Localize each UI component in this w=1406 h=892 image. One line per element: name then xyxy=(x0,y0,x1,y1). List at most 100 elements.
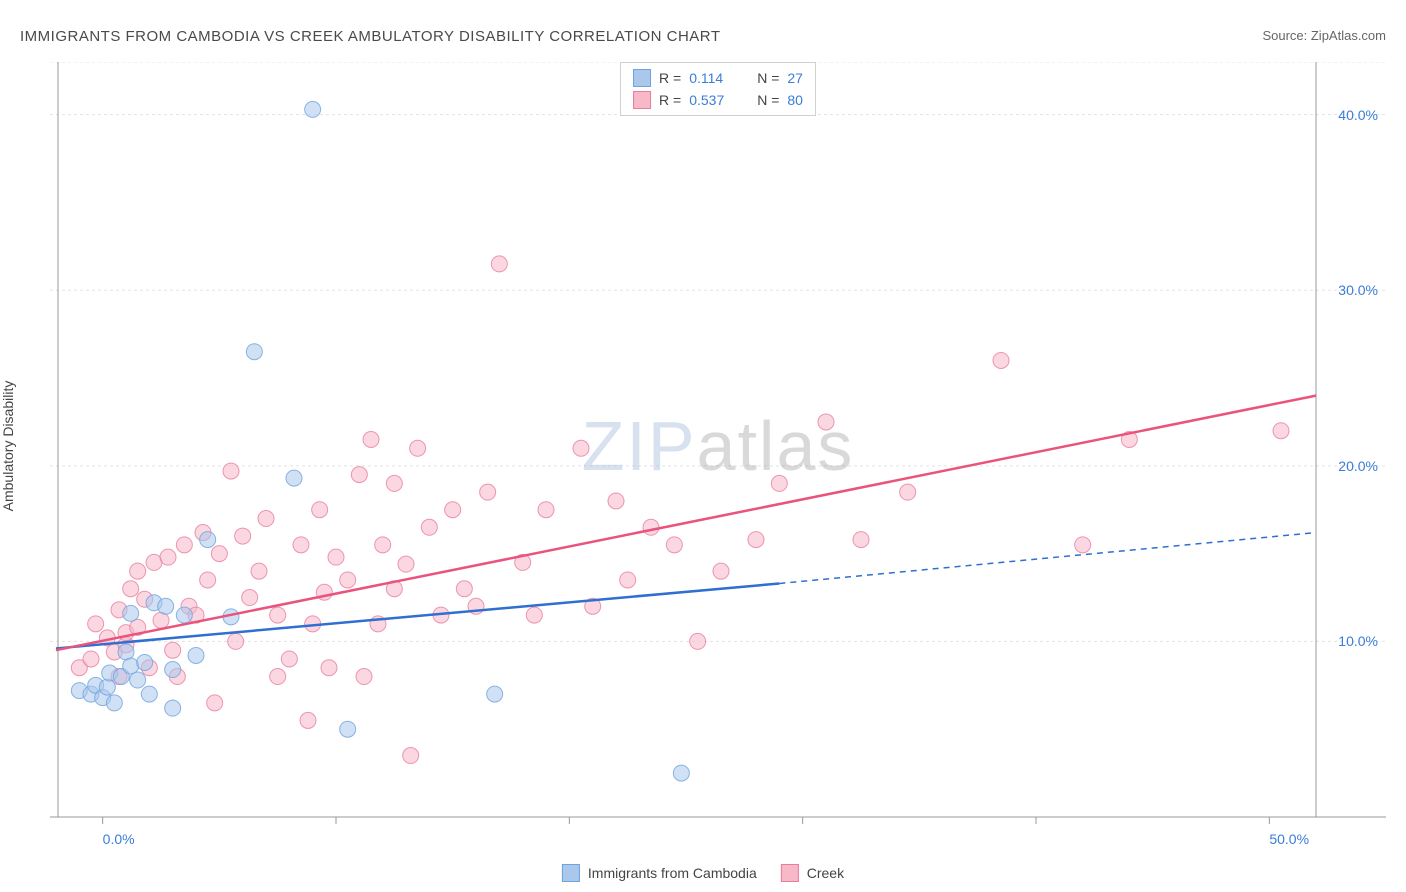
scatter-point xyxy=(608,493,624,509)
scatter-point xyxy=(207,695,223,711)
legend-stats-row: R = 0.114 N = 27 xyxy=(633,67,803,89)
scatter-point xyxy=(386,475,402,491)
scatter-point xyxy=(643,519,659,535)
scatter-point xyxy=(130,672,146,688)
legend-series-label: Creek xyxy=(807,865,844,881)
scatter-point xyxy=(526,607,542,623)
scatter-point xyxy=(99,679,115,695)
y-tick-label: 40.0% xyxy=(1338,107,1378,123)
r-label: R = xyxy=(659,92,681,108)
scatter-point xyxy=(242,590,258,606)
chart-svg xyxy=(50,62,1386,837)
scatter-point xyxy=(993,352,1009,368)
scatter-point xyxy=(1075,537,1091,553)
scatter-point xyxy=(165,700,181,716)
scatter-point xyxy=(286,470,302,486)
scatter-point xyxy=(235,528,251,544)
scatter-point xyxy=(410,440,426,456)
scatter-point xyxy=(853,532,869,548)
legend-swatch xyxy=(781,864,799,882)
scatter-point xyxy=(251,563,267,579)
scatter-point xyxy=(305,101,321,117)
scatter-point xyxy=(538,502,554,518)
y-axis-label: Ambulatory Disability xyxy=(0,381,16,512)
y-tick-label: 30.0% xyxy=(1338,282,1378,298)
scatter-point xyxy=(83,651,99,667)
scatter-point xyxy=(491,256,507,272)
scatter-point xyxy=(445,502,461,518)
scatter-point xyxy=(200,532,216,548)
scatter-point xyxy=(165,662,181,678)
scatter-point xyxy=(158,598,174,614)
scatter-point xyxy=(900,484,916,500)
scatter-point xyxy=(223,463,239,479)
n-label: N = xyxy=(757,92,779,108)
scatter-point xyxy=(176,607,192,623)
legend-series-item: Immigrants from Cambodia xyxy=(562,864,757,882)
scatter-point xyxy=(258,511,274,527)
scatter-point xyxy=(421,519,437,535)
n-label: N = xyxy=(757,70,779,86)
scatter-point xyxy=(1273,423,1289,439)
legend-stats: R =0.114N =27R =0.537N =80 xyxy=(620,62,816,116)
page-title: IMMIGRANTS FROM CAMBODIA VS CREEK AMBULA… xyxy=(20,28,721,45)
scatter-point xyxy=(246,344,262,360)
legend-swatch xyxy=(633,91,651,109)
trend-line xyxy=(56,396,1316,651)
scatter-point xyxy=(487,686,503,702)
scatter-point xyxy=(211,546,227,562)
scatter-point xyxy=(818,414,834,430)
scatter-point xyxy=(748,532,764,548)
scatter-point xyxy=(123,658,139,674)
scatter-point xyxy=(403,748,419,764)
y-tick-label: 20.0% xyxy=(1338,458,1378,474)
source-attribution: Source: ZipAtlas.com xyxy=(1262,28,1386,43)
scatter-point xyxy=(321,660,337,676)
scatter-point xyxy=(141,686,157,702)
legend-series: Immigrants from Cambodia Creek xyxy=(562,864,844,882)
legend-series-label: Immigrants from Cambodia xyxy=(588,865,757,881)
scatter-point xyxy=(771,475,787,491)
scatter-point xyxy=(573,440,589,456)
scatter-point xyxy=(123,581,139,597)
scatter-point xyxy=(137,654,153,670)
scatter-point xyxy=(713,563,729,579)
scatter-point xyxy=(480,484,496,500)
scatter-point xyxy=(620,572,636,588)
scatter-point xyxy=(312,502,328,518)
scatter-point xyxy=(456,581,472,597)
r-value: 0.114 xyxy=(689,70,739,86)
x-tick-label: 0.0% xyxy=(103,831,135,847)
scatter-point xyxy=(106,695,122,711)
scatter-point xyxy=(228,633,244,649)
y-tick-label: 10.0% xyxy=(1338,633,1378,649)
legend-series-item: Creek xyxy=(781,864,844,882)
scatter-point xyxy=(340,572,356,588)
scatter-point xyxy=(200,572,216,588)
scatter-point xyxy=(356,669,372,685)
scatter-point xyxy=(188,647,204,663)
source-prefix: Source: xyxy=(1262,28,1310,43)
scatter-point xyxy=(398,556,414,572)
scatter-plot: ZIPatlas R =0.114N =27R =0.537N =80 10.0… xyxy=(50,62,1386,837)
scatter-point xyxy=(281,651,297,667)
x-tick-label: 50.0% xyxy=(1269,831,1309,847)
scatter-point xyxy=(300,712,316,728)
scatter-point xyxy=(666,537,682,553)
n-value: 80 xyxy=(787,92,803,108)
legend-swatch xyxy=(562,864,580,882)
n-value: 27 xyxy=(787,70,803,86)
scatter-point xyxy=(340,721,356,737)
scatter-point xyxy=(165,642,181,658)
scatter-point xyxy=(88,616,104,632)
scatter-point xyxy=(363,432,379,448)
source-link[interactable]: ZipAtlas.com xyxy=(1311,28,1386,43)
scatter-point xyxy=(270,607,286,623)
scatter-point xyxy=(328,549,344,565)
scatter-point xyxy=(176,537,192,553)
scatter-point xyxy=(270,669,286,685)
scatter-point xyxy=(130,563,146,579)
legend-stats-row: R =0.537N =80 xyxy=(633,89,803,111)
r-label: R = xyxy=(659,70,681,86)
scatter-point xyxy=(690,633,706,649)
